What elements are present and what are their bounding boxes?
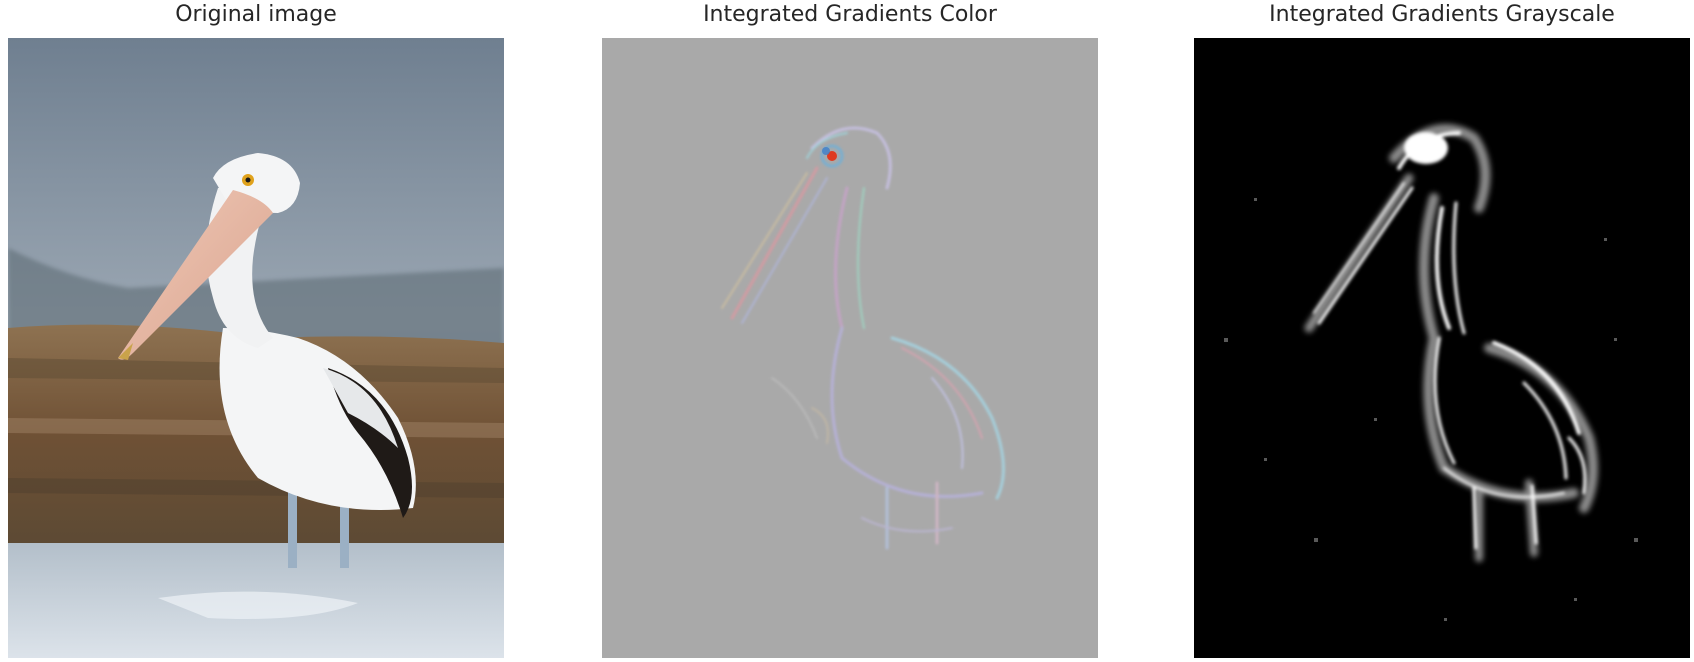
panel-title-ig-grayscale: Integrated Gradients Grayscale xyxy=(1269,2,1615,27)
ig-color-attribution-map xyxy=(602,38,1098,658)
panel-title-ig-color: Integrated Gradients Color xyxy=(703,2,997,27)
panel-original-image: Original image xyxy=(8,0,504,662)
ig-grayscale-attribution-map xyxy=(1194,38,1690,658)
panel-title-original: Original image xyxy=(175,2,337,27)
panel-ig-color: Integrated Gradients Color xyxy=(602,0,1098,662)
panel-ig-grayscale: Integrated Gradients Grayscale xyxy=(1194,0,1690,662)
original-pelican-image xyxy=(8,38,504,658)
